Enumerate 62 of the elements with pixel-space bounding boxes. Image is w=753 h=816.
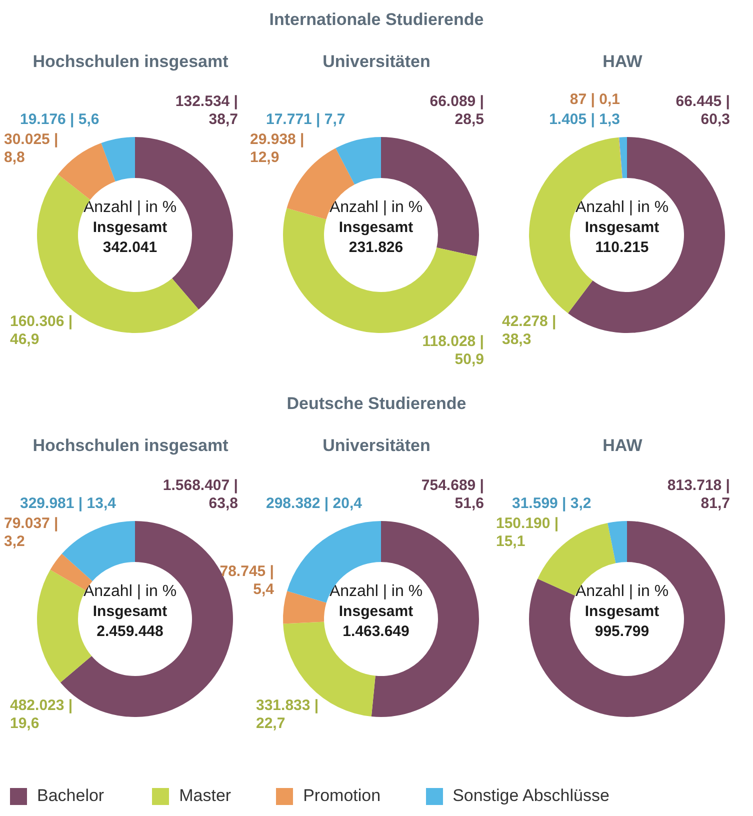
data-label: 30.025 | 8,8 — [4, 131, 58, 166]
data-label: 1.405 | 1,3 — [549, 111, 620, 128]
legend-label: Master — [179, 786, 232, 806]
text: Insgesamt — [92, 603, 168, 620]
chart-title: Universitäten — [322, 436, 432, 456]
data-label: 19.176 | 5,6 — [20, 111, 100, 128]
donut-slice — [283, 590, 326, 624]
text: Anzahl | in % — [83, 199, 177, 216]
data-label: 329.981 | 13,4 — [20, 495, 117, 512]
data-label: 78.745 | 5,4 — [220, 563, 275, 598]
text: 1.463.649 — [342, 623, 410, 640]
chart-title: Hochschulen insgesamt — [32, 52, 230, 72]
data-label: 298.382 | 20,4 — [266, 495, 363, 512]
data-label: 331.833 | 22,7 — [256, 697, 319, 732]
text: Insgesamt — [338, 219, 414, 236]
data-label: 66.445 | 60,3 — [676, 93, 730, 128]
data-label: 1.568.407 | 63,8 — [162, 477, 238, 512]
text: Anzahl | in % — [83, 583, 177, 600]
text: 2.459.448 — [96, 623, 164, 640]
text: Insgesamt — [92, 219, 168, 236]
data-label: 17.771 | 7,7 — [266, 111, 346, 128]
donut-slice — [568, 137, 725, 333]
chart-title: HAW — [602, 52, 644, 72]
chart-title: Universitäten — [322, 52, 432, 72]
data-label: 150.190 | 15,1 — [496, 515, 559, 550]
text: Anzahl | in % — [575, 583, 669, 600]
text: Insgesamt — [584, 219, 660, 236]
text: 995.799 — [594, 623, 650, 640]
data-label: 31.599 | 3,2 — [512, 495, 592, 512]
donut-slice — [336, 137, 381, 184]
donut-slice — [101, 137, 135, 182]
text: Insgesamt — [584, 603, 660, 620]
data-label: 66.089 | 28,5 — [430, 93, 484, 128]
text: Insgesamt — [338, 603, 414, 620]
data-label: 754.689 | 51,6 — [421, 477, 484, 512]
chart-title: HAW — [602, 436, 644, 456]
data-label: 87 | 0,1 — [570, 91, 620, 108]
donut-slice — [619, 137, 627, 178]
data-label: 79.037 | 3,2 — [4, 515, 58, 550]
data-label: 160.306 | 46,9 — [10, 313, 73, 348]
data-label: 42.278 | 38,3 — [502, 313, 556, 348]
text: Anzahl | in % — [575, 199, 669, 216]
donut-slice — [287, 521, 381, 603]
data-label: 813.718 | 81,7 — [667, 477, 730, 512]
text: Anzahl | in % — [329, 199, 423, 216]
donut-slice — [62, 521, 135, 582]
text: 110.215 — [595, 239, 649, 256]
data-label: 482.023 | 19,6 — [10, 697, 73, 732]
chart-title: Hochschulen insgesamt — [32, 436, 230, 456]
text: Internationale Studierende — [268, 10, 485, 30]
text: 231.826 — [348, 239, 404, 256]
legend-label: Promotion — [303, 786, 381, 806]
donut-slice — [58, 143, 116, 200]
data-label: 132.534 | 38,7 — [175, 93, 238, 128]
data-label: 29.938 | 12,9 — [250, 131, 304, 166]
text: Deutsche Studierende — [286, 394, 468, 414]
text: 342.041 — [102, 239, 158, 256]
text: Anzahl | in % — [329, 583, 423, 600]
data-label: 118.028 | 50,9 — [422, 333, 484, 368]
donut-slice — [618, 137, 622, 178]
legend-label: Bachelor — [37, 786, 104, 806]
legend-label: Sonstige Abschlüsse — [452, 786, 610, 806]
